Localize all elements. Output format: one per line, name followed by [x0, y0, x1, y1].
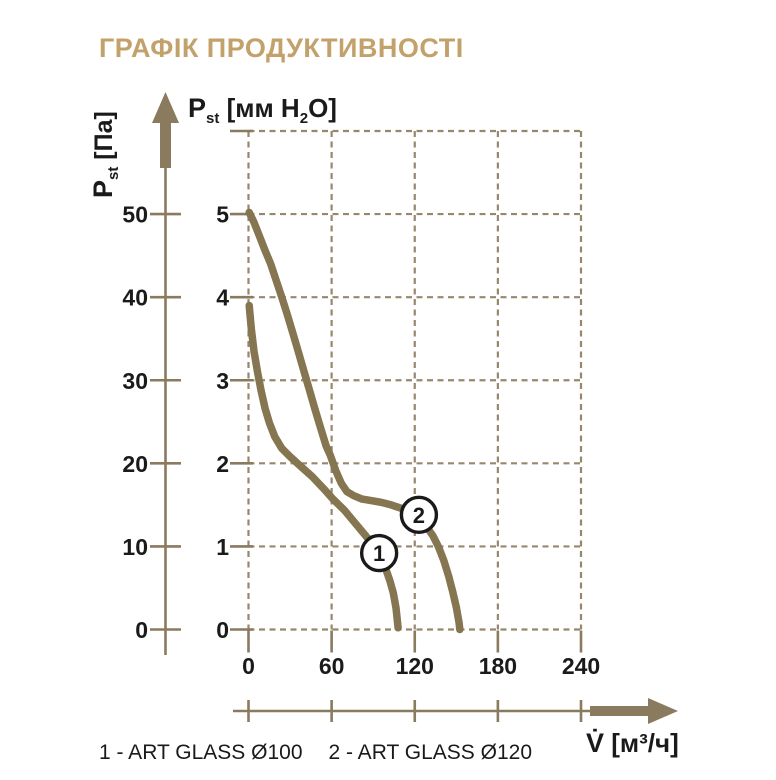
- curve-marker-label-1: 1: [373, 541, 385, 566]
- flow-axis-label: V̇ [м³/ч]: [586, 728, 679, 759]
- outer-y-tick-label: 0: [135, 617, 148, 643]
- outer-y-tick-label: 50: [122, 202, 148, 228]
- flow-axis-unit: [м³/ч]: [604, 728, 679, 758]
- legend-item-1: 1 - ART GLASS Ø100: [99, 741, 303, 764]
- inner-y-tick-label: 4: [216, 285, 229, 311]
- x-tick-label: 240: [562, 653, 600, 679]
- x-tick-label: 120: [396, 653, 434, 679]
- inner-axis-unit-subscript: 2: [299, 110, 309, 127]
- inner-y-tick-label: 3: [216, 368, 229, 394]
- inner-axis-symbol: P: [188, 93, 207, 123]
- curve-marker-circle-2: [399, 495, 439, 535]
- page-title: ГРАФІК ПРОДУКТИВНОСТІ: [99, 33, 464, 63]
- inner-y-tick-label: 5: [216, 202, 229, 228]
- inner-y-tick-label: 1: [216, 534, 229, 560]
- inner-axis-subscript: st: [206, 110, 220, 127]
- x-tick-label: 0: [242, 653, 255, 679]
- curve-marker-circle-1: [359, 533, 399, 573]
- legend-item-2: 2 - ART GLASS Ø120: [328, 741, 533, 764]
- outer-y-tick-label: 40: [122, 285, 148, 311]
- inner-axis-unit-prefix: [мм H: [219, 93, 300, 123]
- inner-axis-label: Pst [мм H2O]: [188, 93, 337, 127]
- legend: 1 - ART GLASS Ø100 2 - ART GLASS Ø120: [99, 741, 532, 765]
- curve-1: [245, 301, 402, 632]
- curve-marker-label-2: 2: [413, 503, 425, 528]
- inner-y-tick-label: 2: [216, 451, 229, 477]
- outer-y-tick-label: 30: [122, 368, 148, 394]
- x-tick-label: 180: [479, 653, 517, 679]
- x-tick-label: 60: [319, 653, 345, 679]
- flow-axis-symbol: V̇: [586, 728, 605, 758]
- inner-axis-unit-suffix: O]: [308, 93, 337, 123]
- outer-y-tick-label: 10: [122, 534, 148, 560]
- left-arrow-axis-head: [152, 92, 179, 123]
- curve-2: [245, 208, 464, 634]
- outer-y-tick-label: 20: [122, 451, 148, 477]
- inner-y-tick-label: 0: [216, 617, 229, 643]
- flow-arrow-axis-head: [648, 698, 678, 724]
